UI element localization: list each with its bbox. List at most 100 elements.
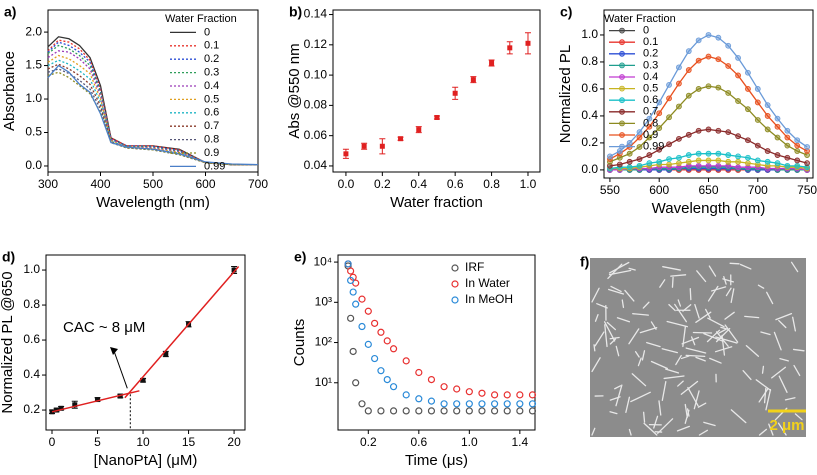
fiber xyxy=(676,425,691,432)
data-point xyxy=(695,57,702,64)
data-point xyxy=(503,400,511,408)
legend-label: 0 xyxy=(204,26,210,38)
data-point xyxy=(764,113,771,119)
fiber xyxy=(661,348,679,354)
data-point xyxy=(666,161,672,168)
data-point xyxy=(478,400,486,408)
data-point xyxy=(774,152,781,158)
data-point xyxy=(349,347,357,356)
data-point xyxy=(666,114,672,121)
fiber xyxy=(778,319,787,329)
panel-label: d) xyxy=(2,249,15,265)
fiber xyxy=(593,344,596,352)
data-point xyxy=(427,407,436,415)
data-point xyxy=(516,400,524,408)
data-point xyxy=(364,407,372,415)
fiber xyxy=(779,357,789,362)
panel-label: f) xyxy=(580,254,589,270)
data-point xyxy=(695,37,702,44)
fiber xyxy=(637,357,642,367)
y-tick-label: 0.04 xyxy=(304,158,328,172)
legend-marker xyxy=(619,108,625,115)
data-point xyxy=(516,407,524,415)
fiber xyxy=(632,313,649,316)
fiber xyxy=(646,341,661,348)
fiber xyxy=(724,324,739,343)
data-point xyxy=(676,160,682,167)
data-point xyxy=(465,407,473,415)
data-point xyxy=(695,86,702,92)
legend-marker xyxy=(619,27,625,34)
data-point xyxy=(794,157,801,164)
data-point xyxy=(379,143,385,149)
data-point xyxy=(636,144,643,150)
data-point xyxy=(784,134,791,141)
data-point xyxy=(490,391,499,399)
fiber xyxy=(742,370,752,381)
data-point xyxy=(685,152,692,158)
fiber xyxy=(591,357,601,373)
y-tick-label: 10² xyxy=(315,335,332,349)
data-point xyxy=(794,148,801,154)
data-point xyxy=(470,77,476,83)
x-tick-label: 20 xyxy=(227,435,241,449)
data-point xyxy=(427,375,436,384)
fiber xyxy=(706,329,721,343)
fiber xyxy=(707,317,725,328)
data-point xyxy=(666,141,672,148)
legend-label: 0.2 xyxy=(204,53,219,65)
data-point xyxy=(389,345,398,353)
x-tick-label: 0.6 xyxy=(447,177,464,191)
data-point xyxy=(666,81,672,88)
data-point xyxy=(231,267,237,273)
fiber xyxy=(703,333,724,342)
data-point xyxy=(745,160,751,167)
annotation-arrow xyxy=(113,350,128,389)
series-line xyxy=(609,55,808,160)
fiber xyxy=(607,263,623,280)
data-point xyxy=(377,407,385,415)
fiber xyxy=(606,321,617,331)
x-axis-label: [NanoPtA] (μM) xyxy=(94,452,198,469)
fiber xyxy=(604,324,608,348)
series-line xyxy=(47,44,258,166)
x-tick-label: 1.4 xyxy=(512,435,529,449)
fiber xyxy=(628,428,632,436)
data-point xyxy=(626,158,633,165)
fit-line xyxy=(51,390,140,413)
fiber xyxy=(745,345,760,357)
y-tick-label: 0.6 xyxy=(581,81,598,95)
y-tick-label: 10¹ xyxy=(315,375,332,389)
panel-label: e) xyxy=(294,249,306,265)
fiber xyxy=(685,347,707,354)
data-point xyxy=(646,115,653,122)
data-point xyxy=(646,160,653,167)
legend-label: 0.6 xyxy=(643,94,658,106)
fiber xyxy=(621,299,625,309)
series-line xyxy=(47,63,258,166)
legend-label: 0.2 xyxy=(643,48,658,60)
legend-marker xyxy=(619,143,625,150)
data-point xyxy=(784,127,791,134)
data-point xyxy=(676,64,682,71)
plot-frame xyxy=(47,9,259,173)
data-point xyxy=(794,137,801,144)
fiber xyxy=(680,380,699,395)
fiber xyxy=(677,380,684,387)
fiber xyxy=(615,345,620,357)
legend-marker xyxy=(451,280,459,288)
fiber xyxy=(761,365,765,374)
x-tick-label: 0.6 xyxy=(410,435,427,449)
y-tick-label: 0.14 xyxy=(304,7,328,21)
x-tick-label: 0.2 xyxy=(374,177,391,191)
y-tick-label: 0.0 xyxy=(581,162,598,176)
data-point xyxy=(784,154,791,161)
x-tick-label: 1.0 xyxy=(520,177,537,191)
data-point xyxy=(794,162,801,169)
x-tick-label: 0.4 xyxy=(410,177,427,191)
y-tick-label: 1.0 xyxy=(25,91,42,105)
data-point xyxy=(352,300,360,308)
data-point xyxy=(503,407,511,415)
data-point xyxy=(364,307,372,315)
fiber xyxy=(695,311,712,323)
